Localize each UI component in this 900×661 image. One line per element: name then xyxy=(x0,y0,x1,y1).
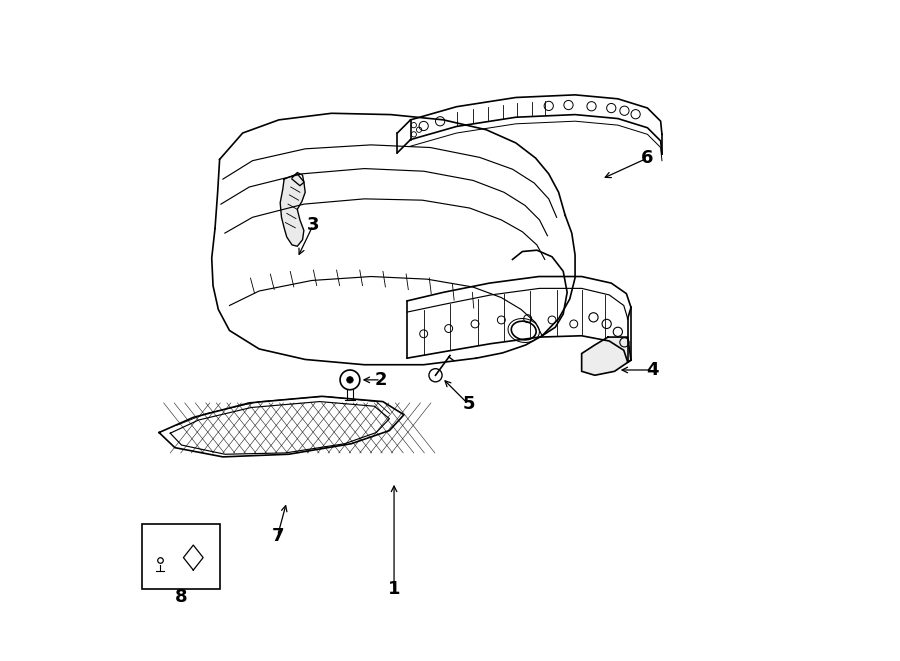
Text: 1: 1 xyxy=(388,580,400,598)
Text: 2: 2 xyxy=(374,371,387,389)
Text: 5: 5 xyxy=(463,395,474,413)
Text: 4: 4 xyxy=(646,361,659,379)
Circle shape xyxy=(346,377,353,383)
Text: 7: 7 xyxy=(271,527,284,545)
Bar xyxy=(142,524,220,588)
Polygon shape xyxy=(581,337,631,375)
Text: 3: 3 xyxy=(307,216,320,234)
Text: 8: 8 xyxy=(175,588,187,606)
Polygon shape xyxy=(280,174,305,247)
Text: 6: 6 xyxy=(641,149,653,167)
